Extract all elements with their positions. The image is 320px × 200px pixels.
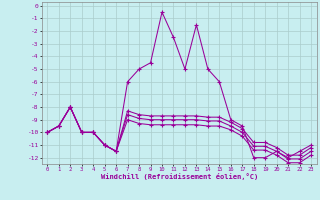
X-axis label: Windchill (Refroidissement éolien,°C): Windchill (Refroidissement éolien,°C) — [100, 173, 258, 180]
